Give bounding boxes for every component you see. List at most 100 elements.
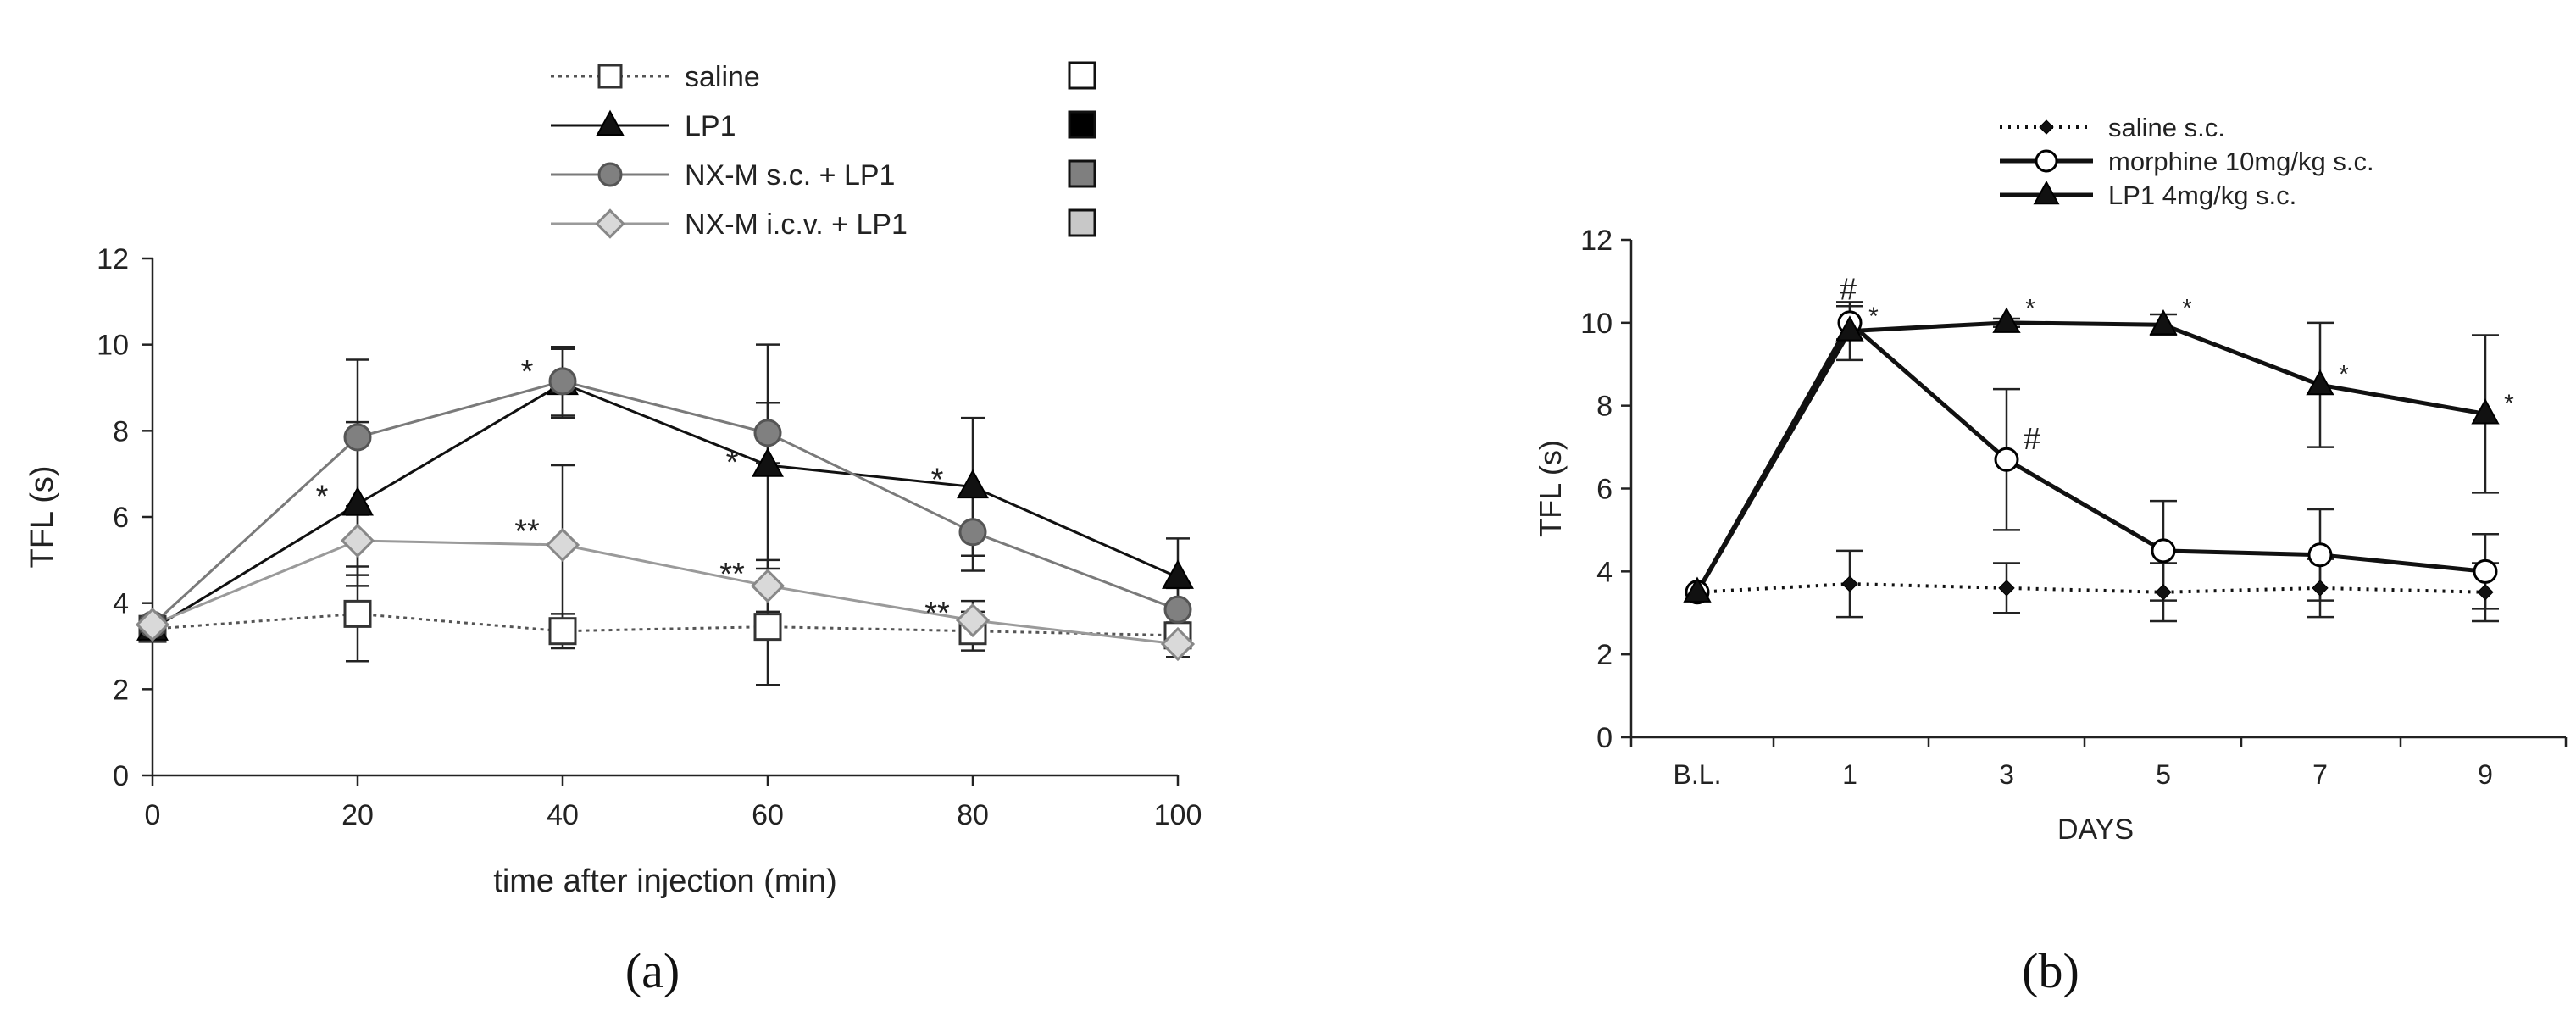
y-tick-label: 6 (113, 502, 129, 534)
x-tick-label: 1 (1842, 759, 1857, 790)
series-line (1696, 582, 2486, 594)
y-axis-label: TFL (s) (25, 465, 60, 568)
significance-mark: ** (514, 514, 540, 549)
data-point (343, 423, 372, 452)
legend-marker (2039, 119, 2054, 135)
x-tick-label: 3 (1999, 759, 2014, 790)
data-point (1162, 559, 1194, 589)
legend-label: saline (685, 61, 760, 93)
legend-marker (2035, 149, 2058, 173)
data-point (2312, 580, 2329, 597)
legend-label: NX-M s.c. + LP1 (685, 159, 895, 192)
x-tick-label: 5 (2156, 759, 2171, 790)
data-point (343, 599, 372, 628)
y-tick-label: 2 (113, 674, 129, 706)
y-tick-label: 4 (1596, 556, 1613, 588)
data-point (1835, 315, 1864, 342)
panel-label: (a) (625, 943, 680, 998)
series-line (152, 539, 1179, 646)
y-tick-label: 10 (1580, 308, 1613, 340)
legend-swatch (1068, 208, 1096, 237)
legend-label: morphine 10mg/kg s.c. (2108, 147, 2374, 176)
data-point (135, 607, 170, 642)
data-point (957, 469, 989, 499)
x-tick-label: 40 (547, 799, 579, 831)
series-line (1695, 320, 2486, 594)
data-point (753, 419, 782, 447)
x-tick-label: B.L. (1674, 759, 1722, 790)
x-axis-label: DAYS (2057, 814, 2134, 846)
y-tick-label: 6 (1596, 474, 1613, 506)
legend-swatch (1068, 110, 1096, 139)
significance-mark: * (2025, 294, 2035, 322)
data-point (548, 367, 577, 396)
data-point (2471, 398, 2500, 425)
x-tick-label: 80 (957, 799, 989, 831)
legend-label: LP1 4mg/kg s.c. (2108, 181, 2296, 210)
x-tick-label: 20 (341, 799, 374, 831)
data-point (2473, 558, 2498, 584)
data-point (341, 486, 374, 516)
series-line (151, 380, 1179, 626)
legend-marker (595, 208, 625, 239)
panel-b-chart: 0 2 4 6 8 10 12 B.L. 1 3 5 7 9 DAYS TFL (s) # * # * * * * sali… (1533, 113, 2568, 998)
legend-marker (597, 162, 623, 187)
data-point (2151, 538, 2176, 564)
significance-mark: * (316, 480, 329, 515)
legend-marker (2033, 180, 2060, 205)
significance-mark: * (2182, 294, 2192, 322)
data-point (1683, 576, 1712, 603)
data-point (1994, 447, 2019, 472)
data-point (1160, 626, 1196, 662)
series-line (152, 612, 1179, 637)
y-tick-label: 2 (1596, 639, 1613, 671)
x-tick-label: 9 (2478, 759, 2493, 790)
x-tick-label: 60 (752, 799, 784, 831)
significance-mark: * (2504, 390, 2514, 418)
y-tick-label: 8 (1596, 391, 1613, 423)
y-tick-label: 10 (97, 330, 129, 362)
legend-marker (597, 64, 623, 89)
data-point (1998, 580, 2015, 597)
data-point (2155, 584, 2172, 601)
y-axis-label: TFL (s) (1533, 440, 1568, 537)
data-point (548, 617, 577, 646)
legend-label: NX-M i.c.v. + LP1 (685, 208, 908, 241)
data-point (2477, 584, 2494, 601)
y-tick-label: 4 (113, 588, 129, 620)
data-point (750, 569, 786, 603)
significance-mark: * (726, 445, 739, 481)
significance-mark: ** (924, 596, 950, 631)
y-tick-label: 8 (113, 415, 129, 447)
series-line (1695, 319, 2486, 594)
data-point (1992, 307, 2021, 333)
significance-mark: # (1840, 272, 1857, 307)
series-line (152, 381, 1179, 630)
legend-label: saline s.c. (2108, 113, 2225, 142)
data-point (2307, 542, 2333, 568)
legend-label: LP1 (685, 110, 736, 142)
x-tick-label: 100 (1154, 799, 1202, 831)
y-tick-label: 12 (97, 243, 129, 275)
data-point (955, 603, 991, 638)
legend-marker (596, 109, 625, 136)
legend-swatch (1068, 159, 1096, 188)
x-tick-label: 7 (2312, 759, 2328, 790)
data-point (753, 613, 782, 642)
data-point (752, 447, 784, 477)
data-point (1163, 595, 1192, 624)
y-tick-label: 12 (1580, 225, 1613, 257)
panel-label: (b) (2022, 943, 2079, 998)
significance-mark: ** (719, 557, 745, 592)
data-point (2306, 369, 2334, 396)
x-tick-label: 0 (145, 799, 161, 831)
data-point (958, 518, 987, 547)
significance-mark: * (931, 462, 944, 497)
significance-mark: * (2339, 361, 2349, 389)
data-point (1841, 575, 1858, 592)
significance-mark: * (1868, 303, 1879, 331)
data-point (2149, 308, 2178, 336)
y-tick-label: 0 (113, 760, 129, 792)
y-tick-label: 0 (1596, 722, 1613, 754)
